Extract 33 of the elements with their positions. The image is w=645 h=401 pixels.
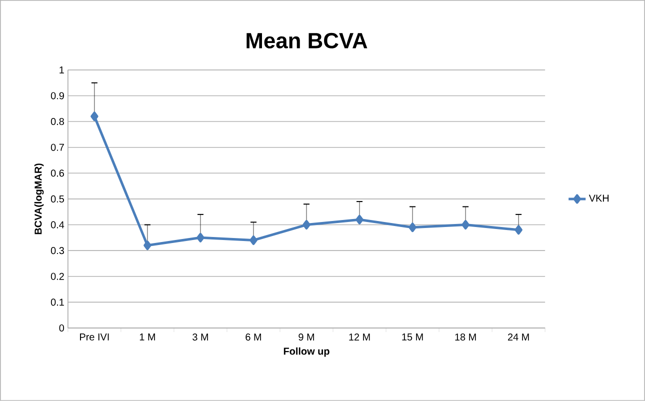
point [302,220,310,230]
y-tick-label: 0.3 [50,247,64,254]
y-tick-label: 0.9 [50,92,64,100]
point [514,225,522,235]
x-tick-label: 18 M [455,334,476,341]
legend-label: VKH [588,194,609,202]
point [250,236,258,246]
x-tick-label: Pre IVI [80,334,109,341]
x-tick-label: 15 M [402,334,423,341]
point [408,222,416,232]
y-tick-label: 1 [60,66,64,74]
y-tick-label: 0.8 [50,118,64,126]
y-tick-label: 0.4 [50,221,64,228]
point [196,232,204,242]
x-tick-label: 1 M [140,334,155,340]
x-axis-title: Follow up [284,347,330,357]
y-tick-label: 0.2 [50,272,64,280]
point [144,240,152,250]
chart-title: Mean BCVA [246,32,368,48]
y-axis-title: BCVA(logMAR) [34,164,44,234]
y-tick-label: 0.5 [50,195,64,203]
x-tick-label: 12 M [349,334,370,341]
y-tick-label: 0.6 [50,170,64,177]
y-tick-label: 0.7 [50,144,64,151]
point [462,220,470,230]
x-tick-label: 3 M [192,334,208,341]
y-tick-label: 0 [59,324,64,332]
y-tick-label: 0.1 [50,298,64,306]
point [90,112,98,122]
x-tick-label: 24 M [508,334,529,341]
point [356,214,364,224]
x-tick-label: 9 M [298,334,314,341]
x-tick-label: 6 M [246,334,261,341]
